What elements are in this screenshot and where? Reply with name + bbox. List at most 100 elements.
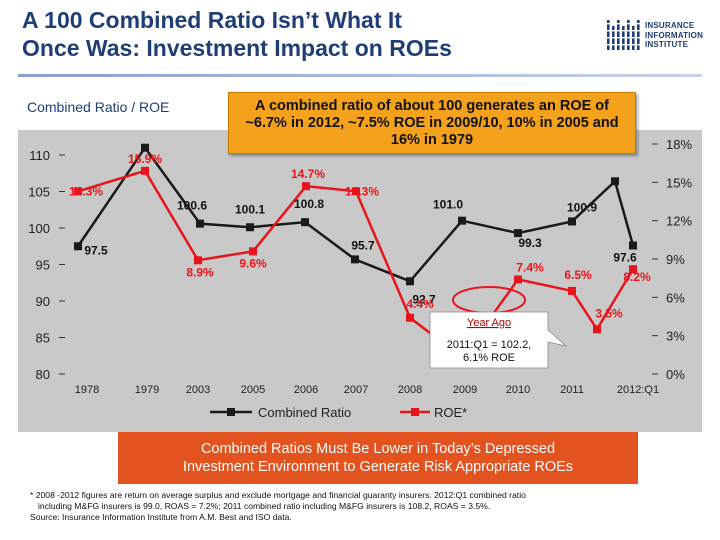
combined-ratio-point <box>196 219 204 228</box>
roe-label: 4.4% <box>406 297 434 311</box>
roe-point <box>629 265 637 274</box>
roe-point <box>74 187 82 196</box>
left-axis-tick-100: 100 <box>28 221 50 236</box>
conclusion-banner: Combined Ratios Must Be Lower in Today’s… <box>118 432 638 484</box>
logo-line-1: INSURANCE <box>645 21 695 30</box>
combined-ratio-label: 100.8 <box>294 197 324 211</box>
right-axis-tick-6%: 6% <box>666 290 685 305</box>
banner-line-2: Investment Environment to Generate Risk … <box>182 459 574 475</box>
x-tick-2007: 2007 <box>344 384 368 396</box>
roe-line <box>77 169 635 360</box>
roe-point <box>514 275 522 284</box>
roe-point <box>406 313 414 322</box>
roe-point <box>568 286 576 295</box>
banner-line-1: Combined Ratios Must Be Lower in Today’s… <box>200 441 556 457</box>
right-axis-tick-15%: 15% <box>666 175 692 190</box>
roe-point <box>302 182 310 191</box>
footnotes: * 2008 -2012 figures are return on avera… <box>30 490 700 523</box>
callout-box: A combined ratio of about 100 generates … <box>228 92 636 154</box>
title-line-2: Once Was: Investment Impact on ROEs <box>22 35 452 61</box>
roe-label: 14.7% <box>291 167 325 181</box>
combined-ratio-label: 100.9 <box>567 200 597 214</box>
combined-ratio-point <box>629 241 637 250</box>
x-tick-2011: 2011 <box>560 384 584 396</box>
combined-ratio-point <box>458 216 466 225</box>
roe-label: 14.3% <box>69 184 103 198</box>
roe-label: 8.9% <box>186 265 214 279</box>
roe-point <box>141 166 149 175</box>
roe-point <box>249 247 257 256</box>
x-tick-1978: 1978 <box>75 384 99 396</box>
left-axis-tick-110: 110 <box>29 148 50 163</box>
year-ago-line-2: 2011:Q1 = 102.2, <box>447 339 532 351</box>
legend-roe-marker <box>411 408 419 416</box>
combined-ratio-point <box>246 223 254 232</box>
left-axis-tick-95: 95 <box>36 258 50 273</box>
roe-label: 8.2% <box>623 270 651 284</box>
combined-ratio-label: 100.1 <box>235 202 265 216</box>
title-divider <box>18 74 702 77</box>
page-title: A 100 Combined Ratio Isn’t What It Once … <box>22 6 582 62</box>
x-tick-2009: 2009 <box>453 384 477 396</box>
year-ago-bubble <box>429 311 568 369</box>
combined-ratio-point <box>351 255 359 264</box>
x-tick-2012:Q1: 2012:Q1 <box>617 384 659 396</box>
left-axis-tick-85: 85 <box>36 331 50 346</box>
title-line-1: A 100 Combined Ratio Isn’t What It <box>22 7 402 33</box>
footnote-source: Source: Insurance Information Institute … <box>30 512 292 522</box>
combined-ratio-label: 100.6 <box>177 199 207 213</box>
legend-combined-ratio-marker <box>227 408 235 416</box>
year-ago-line-3: 6.1% ROE <box>463 352 515 364</box>
roe-label: 6.5% <box>564 268 592 282</box>
left-axis-tick-80: 80 <box>36 367 50 382</box>
combined-ratio-label: 99.3 <box>518 236 542 250</box>
right-axis-tick-3%: 3% <box>666 329 685 344</box>
right-axis-tick-0%: 0% <box>666 367 685 382</box>
roe-label: 14.3% <box>345 184 379 198</box>
roe-label: 15.9% <box>128 152 162 166</box>
right-axis-tick-9%: 9% <box>666 252 685 267</box>
combined-ratio-point <box>406 277 414 286</box>
x-tick-2010: 2010 <box>506 384 530 396</box>
combined-ratio-label: 92.7 <box>412 292 436 306</box>
roe-label: 3.5% <box>595 306 623 320</box>
x-tick-1979: 1979 <box>135 384 159 396</box>
combined-ratio-line <box>76 145 635 283</box>
logo-line-2: INFORMATION <box>645 30 704 40</box>
left-axis-tick-90: 90 <box>36 294 50 309</box>
logo-line-3: INSTITUTE <box>645 40 689 49</box>
legend-roe-label: ROE* <box>434 405 467 420</box>
combined-ratio-label: 97.6 <box>613 251 637 265</box>
chart-background <box>18 130 702 432</box>
combined-ratio-label: 95.7 <box>351 238 375 252</box>
x-tick-2003: 2003 <box>186 384 210 396</box>
combined-ratio-point <box>74 242 82 251</box>
year-ago-title: Year Ago <box>467 317 511 329</box>
legend-combined-ratio-label: Combined Ratio <box>258 405 351 420</box>
combined-ratio-point <box>301 218 309 227</box>
footnote-line-1: * 2008 -2012 figures are return on avera… <box>30 490 526 500</box>
year-ago-highlight <box>452 286 526 314</box>
x-tick-2005: 2005 <box>241 384 265 396</box>
roe-point <box>593 325 601 334</box>
logo-wordmark: INSURANCE INFORMATION INSTITUTE <box>645 21 703 50</box>
roe-point <box>352 187 360 196</box>
combined-ratio-point <box>514 229 522 238</box>
x-tick-2008: 2008 <box>398 384 422 396</box>
right-axis-tick-18%: 18% <box>666 137 692 152</box>
right-axis-tick-12%: 12% <box>666 214 692 229</box>
combined-ratio-label: 97.5 <box>84 243 108 257</box>
footnote-line-2: including M&FG insurers is 99.0, ROAS = … <box>38 501 491 511</box>
combined-ratio-label: 101.0 <box>433 198 463 212</box>
left-axis-tick-105: 105 <box>28 185 50 200</box>
x-tick-2006: 2006 <box>294 384 318 396</box>
roe-point <box>194 256 202 265</box>
chart-subtitle: Combined Ratio / ROE <box>27 99 170 115</box>
combined-ratio-point <box>568 217 576 226</box>
roe-label: 9.6% <box>239 256 267 270</box>
combined-ratio-point <box>141 143 149 152</box>
roe-label: 7.4% <box>516 260 544 274</box>
iii-logo-icon <box>607 20 640 50</box>
combined-ratio-point <box>611 177 619 186</box>
